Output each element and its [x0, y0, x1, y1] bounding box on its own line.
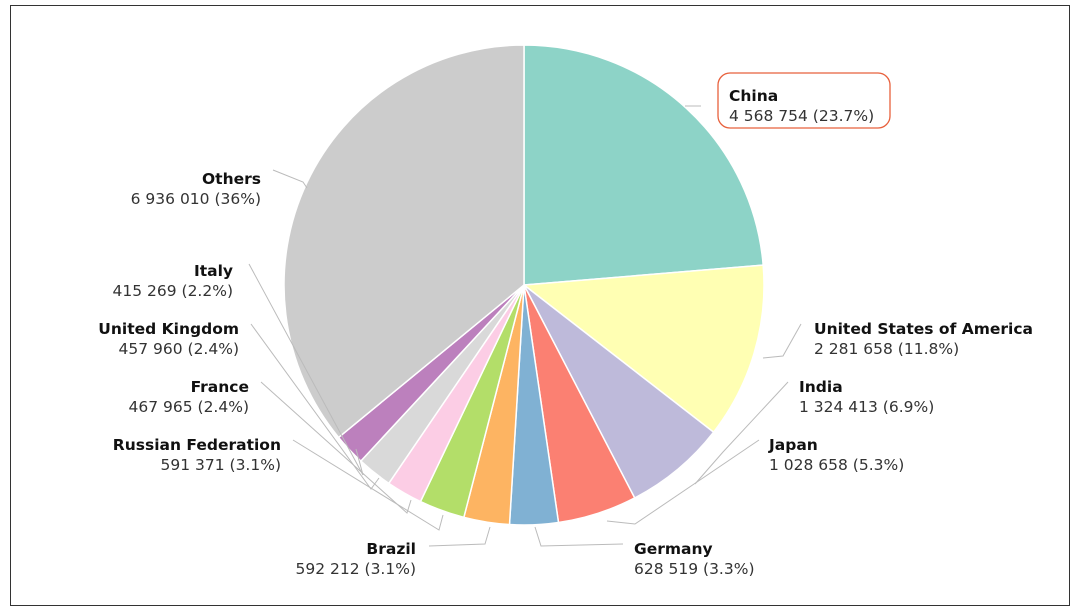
slice-label-value-russian-federation: 591 371 (3.1%) — [161, 456, 282, 474]
slice-label-value-italy: 415 269 (2.2%) — [113, 282, 234, 300]
leader-lines — [248, 105, 802, 547]
leader-line-germany — [534, 526, 624, 547]
leader-line-japan — [606, 439, 760, 525]
leader-line-france — [260, 381, 412, 514]
slice-label-name-india: India — [799, 378, 843, 396]
pie-slice-united-states-of-america[interactable] — [522, 264, 765, 434]
leader-line-india — [694, 381, 789, 485]
slice-label-value-france: 467 965 (2.4%) — [129, 398, 250, 416]
slice-label-name-united-kingdom: United Kingdom — [98, 320, 239, 338]
leader-line-russian-federation — [292, 439, 444, 531]
slice-label-value-japan: 1 028 658 (5.3%) — [769, 456, 904, 474]
slice-label-name-italy: Italy — [194, 262, 233, 280]
slice-label-name-russian-federation: Russian Federation — [113, 436, 281, 454]
slice-label-value-united-kingdom: 457 960 (2.4%) — [119, 340, 240, 358]
slice-label-value-brazil: 592 212 (3.1%) — [296, 560, 417, 578]
pie-slice-india[interactable] — [523, 284, 715, 499]
leader-line-italy — [248, 263, 364, 476]
leader-line-united-kingdom — [250, 323, 380, 490]
chart-frame: China 4 568 754 (23.7%) United States of A… — [10, 5, 1070, 606]
slice-label-value-united-states-of-america: 2 281 658 (11.8%) — [814, 340, 959, 358]
slice-label-name-germany: Germany — [634, 540, 713, 558]
pie-slices — [283, 44, 765, 526]
leader-line-brazil — [428, 526, 491, 547]
slice-label-name-brazil: Brazil — [366, 540, 416, 558]
pie-slice-china[interactable] — [523, 44, 764, 286]
slice-label-name-japan: Japan — [768, 436, 818, 454]
leader-line-others — [272, 169, 308, 189]
highlight-box — [717, 72, 891, 129]
slice-label-name-china: China — [729, 87, 778, 105]
slice-label-name-others: Others — [202, 170, 261, 188]
pie-slice-others[interactable] — [283, 44, 525, 439]
slice-label-name-united-states-of-america: United States of America — [814, 320, 1033, 338]
slice-label-value-india: 1 324 413 (6.9%) — [799, 398, 934, 416]
slice-label-name-france: France — [191, 378, 249, 396]
slice-label-value-germany: 628 519 (3.3%) — [634, 560, 755, 578]
slice-labels: China 4 568 754 (23.7%) United States of A… — [98, 72, 1033, 578]
pie-chart: China 4 568 754 (23.7%) United States of A… — [98, 44, 1033, 578]
slice-label-value-china: 4 568 754 (23.7%) — [729, 107, 874, 125]
leader-line-united-states-of-america — [762, 323, 802, 359]
slice-label-value-others: 6 936 010 (36%) — [131, 190, 261, 208]
